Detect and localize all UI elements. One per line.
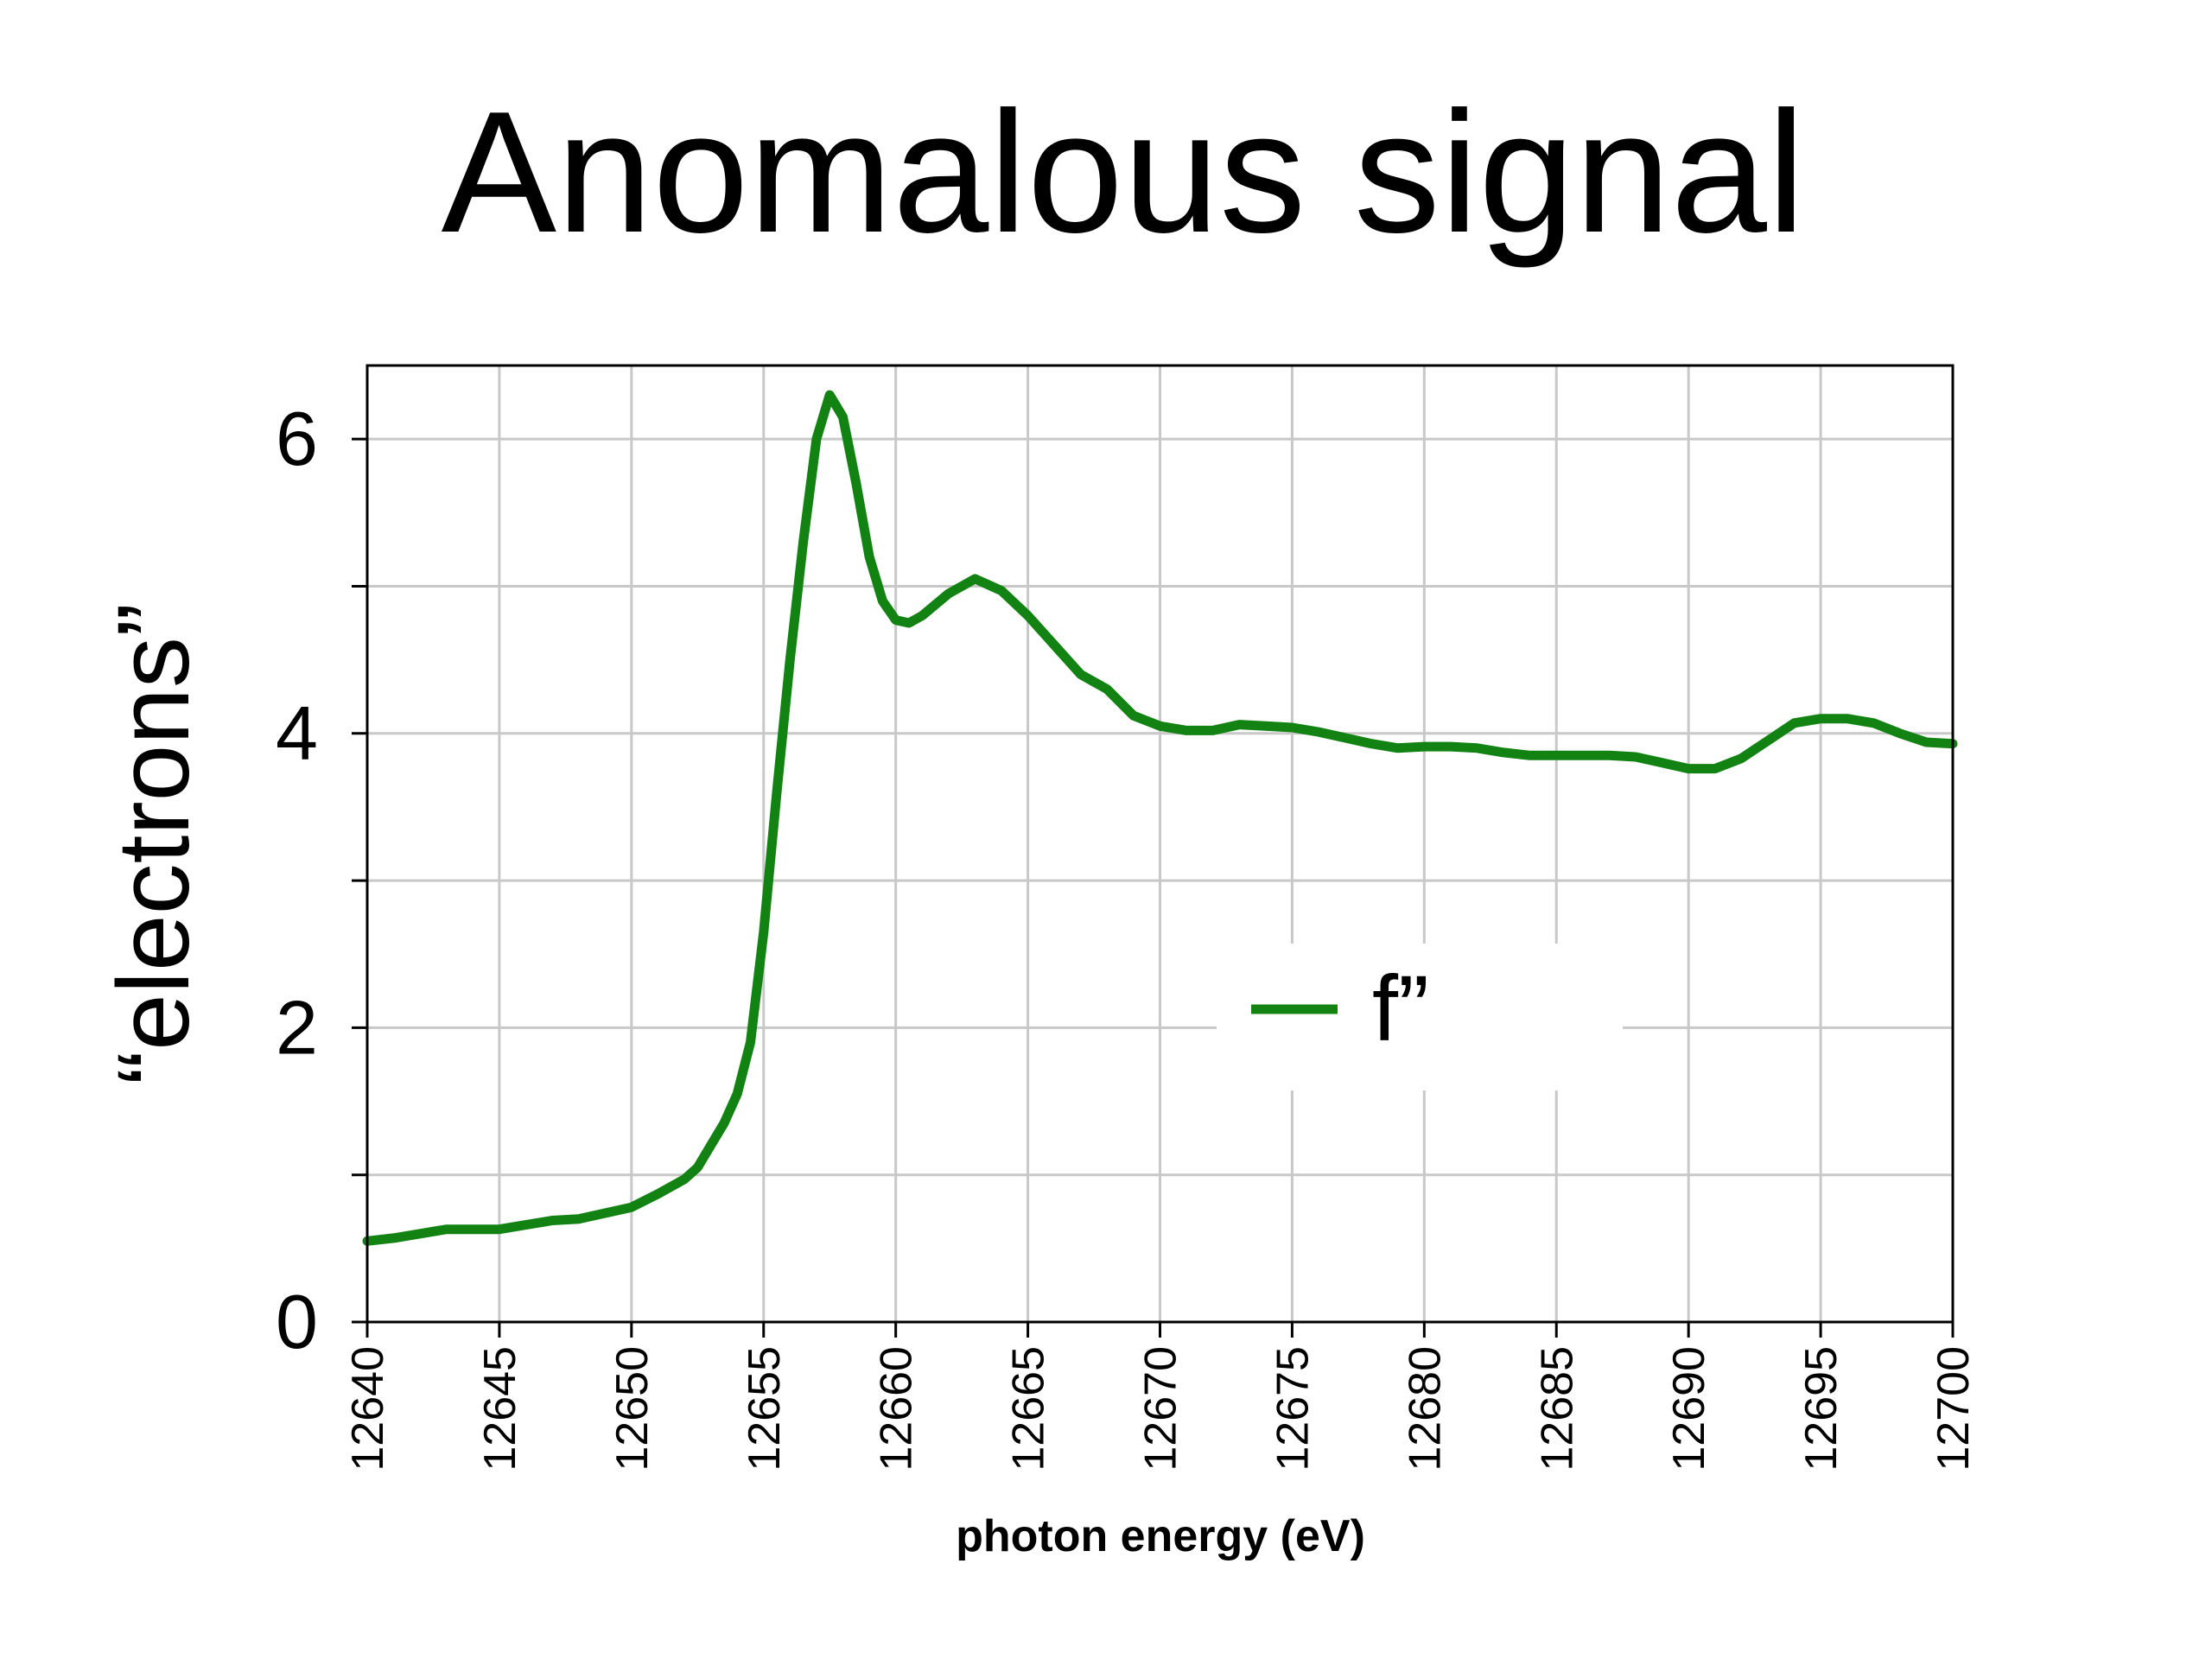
x-tick-label: 12650 (607, 1346, 658, 1471)
x-tick-label: 12660 (872, 1346, 922, 1471)
x-tick-label: 12645 (475, 1346, 525, 1471)
x-tick-label: 12685 (1532, 1346, 1582, 1471)
y-axis-title: “electrons” (97, 603, 211, 1084)
x-tick-label: 12655 (740, 1346, 790, 1471)
legend: f” (1217, 944, 1623, 1090)
series-layer (362, 390, 1958, 1246)
axes (352, 364, 1955, 1338)
x-tick-label: 12640 (343, 1346, 393, 1471)
plot-frame (365, 364, 1955, 1324)
y-tick-label: 6 (276, 396, 318, 481)
grid (367, 365, 1953, 1322)
x-axis-title: photon energy (eV) (956, 1511, 1365, 1561)
y-tick-label: 0 (276, 1279, 318, 1364)
legend-label: f” (1372, 956, 1429, 1060)
legend-box (1217, 944, 1623, 1090)
labels: 12640 12645 12650 12655 12660 12665 12670 12675… (97, 396, 1979, 1561)
x-tick-label: 12690 (1664, 1346, 1714, 1471)
x-tick-label: 12675 (1268, 1346, 1318, 1471)
x-tick-label: 12670 (1136, 1346, 1186, 1471)
series-line (362, 390, 1958, 1246)
x-tick-label: 12695 (1796, 1346, 1847, 1471)
chart-title: Anomalous signal (442, 76, 1806, 269)
x-tick-label: 12700 (1929, 1346, 1979, 1471)
y-tick-label: 4 (276, 690, 318, 776)
x-tick-label: 12665 (1004, 1346, 1054, 1471)
y-tick-label: 2 (276, 984, 318, 1070)
x-tick-label: 12680 (1400, 1346, 1450, 1471)
